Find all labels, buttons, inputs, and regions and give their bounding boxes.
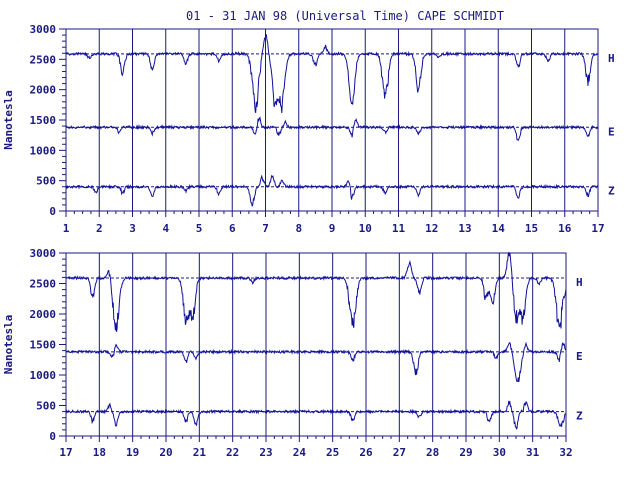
x-tick-label: 16 — [558, 222, 572, 235]
x-tick-label: 4 — [162, 222, 169, 235]
trace-H — [65, 33, 599, 114]
series-label-E: E — [608, 125, 615, 138]
x-tick-label: 17 — [591, 222, 604, 235]
x-tick-label: 6 — [229, 222, 236, 235]
y-tick-label: 0 — [49, 430, 56, 443]
x-tick-label: 24 — [293, 446, 307, 459]
y-tick-label: 2000 — [30, 84, 57, 97]
y-tick-label: 500 — [36, 175, 56, 188]
panels: 1 2 3 4 5 6 7 8 9 10 11 12 13 14 15 16 17050010001500200… — [2, 23, 615, 459]
y-axis-label: Nanotesla — [2, 315, 15, 375]
x-tick-label: 20 — [159, 446, 172, 459]
y-axis-label: Nanotesla — [2, 90, 15, 150]
series-label-H: H — [576, 276, 583, 289]
y-tick-label: 2500 — [30, 278, 57, 291]
x-tick-label: 1 — [63, 222, 70, 235]
x-tick-label: 19 — [126, 446, 139, 459]
x-tick-label: 12 — [425, 222, 438, 235]
y-tick-label: 3000 — [30, 23, 57, 36]
trace-Z — [65, 174, 599, 207]
x-tick-label: 21 — [193, 446, 207, 459]
x-tick-label: 32 — [559, 446, 572, 459]
x-tick-label: 22 — [226, 446, 239, 459]
x-tick-label: 25 — [326, 446, 339, 459]
y-tick-label: 3000 — [30, 247, 57, 260]
x-tick-label: 11 — [392, 222, 406, 235]
trace-E — [66, 341, 567, 382]
x-tick-label: 9 — [329, 222, 336, 235]
x-tick-label: 17 — [59, 446, 72, 459]
x-tick-label: 23 — [259, 446, 272, 459]
x-tick-label: 8 — [295, 222, 302, 235]
y-tick-label: 500 — [36, 400, 56, 413]
x-tick-label: 7 — [262, 222, 269, 235]
x-tick-label: 31 — [526, 446, 540, 459]
x-tick-label: 28 — [426, 446, 439, 459]
x-tick-label: 5 — [196, 222, 203, 235]
x-tick-label: 15 — [525, 222, 538, 235]
series-label-E: E — [576, 350, 583, 363]
x-tick-label: 29 — [459, 446, 472, 459]
y-tick-label: 2500 — [30, 53, 57, 66]
y-tick-label: 1500 — [30, 114, 57, 127]
y-tick-label: 0 — [49, 205, 56, 218]
plot-frame — [65, 252, 567, 437]
series-label-Z: Z — [576, 410, 583, 423]
y-tick-label: 1000 — [30, 144, 57, 157]
trace-H — [65, 252, 567, 332]
x-tick-label: 26 — [359, 446, 373, 459]
x-tick-label: 2 — [96, 222, 103, 235]
chart-title: 01 - 31 JAN 98 (Universal Time) CAPE SCH… — [186, 9, 504, 23]
x-tick-label: 30 — [493, 446, 506, 459]
x-tick-label: 3 — [129, 222, 136, 235]
y-tick-label: 1500 — [30, 339, 57, 352]
series-label-H: H — [608, 52, 615, 65]
x-tick-label: 27 — [393, 446, 406, 459]
x-tick-label: 13 — [458, 222, 471, 235]
y-tick-label: 1000 — [30, 369, 57, 382]
x-tick-label: 14 — [492, 222, 506, 235]
y-tick-label: 2000 — [30, 308, 57, 321]
panel-top: 1 2 3 4 5 6 7 8 9 10 11 12 13 14 15 16 17050010001500200… — [2, 23, 615, 235]
series-label-Z: Z — [608, 185, 615, 198]
trace-Z — [65, 400, 567, 430]
panel-bottom: 17 18 19 20 21 22 23 24 25 26 27 28 29 30 31 32 0 500 1000… — [2, 247, 583, 459]
x-tick-label: 10 — [359, 222, 372, 235]
x-tick-label: 18 — [93, 446, 106, 459]
trace-E — [65, 116, 599, 141]
